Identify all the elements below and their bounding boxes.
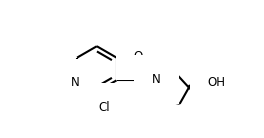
Text: N: N: [152, 73, 161, 86]
Text: N: N: [71, 76, 80, 89]
Text: O: O: [133, 50, 143, 63]
Text: Cl: Cl: [98, 101, 110, 114]
Text: OH: OH: [207, 76, 225, 89]
